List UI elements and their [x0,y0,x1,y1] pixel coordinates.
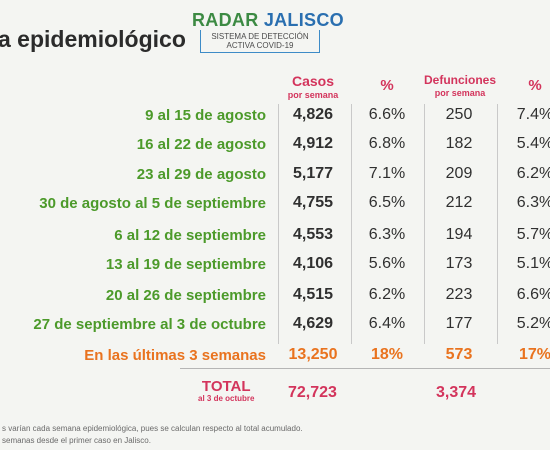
column-divider [278,104,279,344]
row-cases-pct: 5.6% [368,255,406,272]
row-week-label: 27 de septiembre al 3 de octubre [33,316,266,333]
row-deaths: 212 [445,194,473,211]
row-week-label: 20 al 26 de septiembre [105,287,266,304]
row-deaths-pct: 5.7% [516,226,550,243]
row-cases: 4,553 [292,226,334,243]
row-cases-pct: 6.6% [368,106,406,123]
column-divider [424,104,425,344]
row-cases: 4,106 [292,255,334,272]
footnote: semanas desde el primer caso en Jalisco. [2,436,151,445]
row-week-label: 9 al 15 de agosto [145,107,266,124]
row-deaths-pct: 6.6% [516,286,550,303]
header-cases-label: Casos [291,73,335,89]
header-deaths-sub: por semana [434,88,486,98]
row-cases: 4,826 [292,106,334,123]
row-deaths-pct: 6.2% [516,165,550,182]
last-three-weeks-deaths: 573 [445,346,473,363]
header-deaths-label: Defunciones [423,73,496,87]
radar-jalisco-logo: RADAR JALISCO SISTEMA DE DETECCIÓN ACTIV… [190,8,344,53]
row-deaths-pct: 5.2% [516,315,550,332]
logo-subtitle-box: SISTEMA DE DETECCIÓN ACTIVA COVID-19 [200,30,320,53]
footnote: s varían cada semana epidemiológica, pue… [2,424,303,433]
total-cases: 72,723 [288,384,337,401]
total-date: al 3 de octubre [198,394,255,403]
last-three-weeks-cases-pct: 18% [370,346,404,363]
last-three-weeks-label: En las últimas 3 semanas [84,347,266,364]
column-divider [351,104,352,344]
header-cases-pct: % [380,77,394,94]
divider [180,368,550,369]
row-deaths: 173 [445,255,473,272]
row-cases-pct: 6.2% [368,286,406,303]
row-deaths: 177 [445,315,473,332]
header-deaths-pct: % [528,77,542,94]
logo-name-part2: JALISCO [263,10,344,30]
row-cases: 4,912 [292,135,334,152]
row-deaths-pct: 7.4% [516,106,550,123]
row-deaths-pct: 5.1% [516,255,550,272]
row-cases-pct: 6.4% [368,315,406,332]
row-cases-pct: 6.3% [368,226,406,243]
row-cases: 4,629 [292,315,334,332]
row-week-label: 13 al 19 de septiembre [105,256,266,273]
row-deaths: 209 [445,165,473,182]
row-cases: 4,515 [292,286,334,303]
header-cases-sub: por semana [287,90,339,100]
row-cases-pct: 7.1% [368,165,406,182]
row-week-label: 30 de agosto al 5 de septiembre [39,195,266,212]
last-three-weeks-deaths-pct: 17% [518,346,550,363]
row-cases: 4,755 [292,194,334,211]
row-deaths-pct: 6.3% [516,194,550,211]
row-cases: 5,177 [292,165,334,182]
row-deaths-pct: 5.4% [516,135,550,152]
row-week-label: 16 al 22 de agosto [136,136,266,153]
row-week-label: 6 al 12 de septiembre [114,227,266,244]
logo-name-part1: RADAR [192,10,259,30]
logo-name: RADAR JALISCO [192,10,344,31]
column-divider [497,104,498,344]
total-title: TOTAL [201,378,251,395]
row-deaths: 182 [445,135,473,152]
row-deaths: 250 [445,106,473,123]
page-title: a epidemiológico [0,26,186,52]
header-deaths: Defunciones por semana [418,72,502,98]
total-deaths: 3,374 [436,384,477,401]
logo-subtitle-line2: ACTIVA COVID-19 [226,41,294,50]
logo-subtitle-line1: SISTEMA DE DETECCIÓN [211,32,309,41]
row-cases-pct: 6.8% [368,135,406,152]
row-week-label: 23 al 29 de agosto [136,166,266,183]
header-cases: Casos por semana [280,74,346,100]
row-cases-pct: 6.5% [368,194,406,211]
last-three-weeks-cases: 13,250 [288,346,338,363]
total-label: TOTAL al 3 de octubre [198,379,254,403]
row-deaths: 223 [445,286,473,303]
row-deaths: 194 [445,226,473,243]
